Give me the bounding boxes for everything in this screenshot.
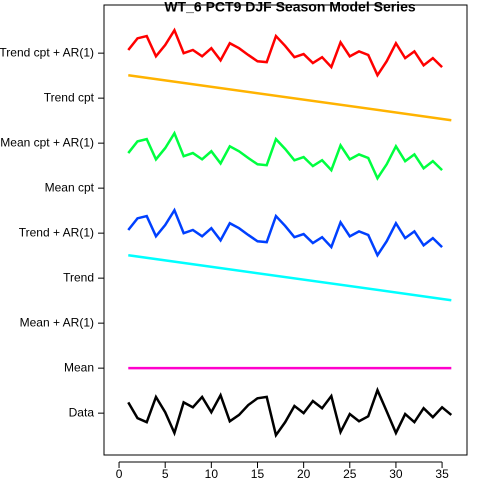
x-tick-label: 0 [116, 467, 123, 480]
x-tick-label: 35 [435, 467, 449, 480]
series-line [127, 27, 443, 78]
y-tick-label: Trend cpt [44, 90, 95, 104]
chart-title: WT_6 PCT9 DJF Season Model Series [164, 0, 416, 15]
series-line [127, 386, 453, 439]
x-tick-label: 20 [297, 467, 311, 480]
y-tick-label: Mean + AR(1) [20, 315, 94, 329]
x-tick-label: 15 [251, 467, 265, 480]
plot-frame [103, 4, 468, 456]
y-tick-label: Trend + AR(1) [19, 225, 94, 239]
x-tick-label: 5 [162, 467, 169, 480]
y-tick-label: Trend cpt + AR(1) [0, 45, 94, 59]
series-line [128, 253, 452, 302]
series-line [127, 207, 443, 258]
series-line [128, 73, 452, 122]
x-tick-label: 10 [205, 467, 219, 480]
y-tick-label: Mean cpt + AR(1) [0, 135, 94, 149]
x-tick-label: 25 [343, 467, 357, 480]
y-tick-label: Mean [64, 360, 94, 374]
series-line [127, 130, 443, 181]
y-tick-label: Data [69, 405, 95, 419]
y-tick-label: Trend [63, 270, 94, 284]
y-tick-label: Mean cpt [45, 180, 95, 194]
x-tick-label: 30 [389, 467, 403, 480]
